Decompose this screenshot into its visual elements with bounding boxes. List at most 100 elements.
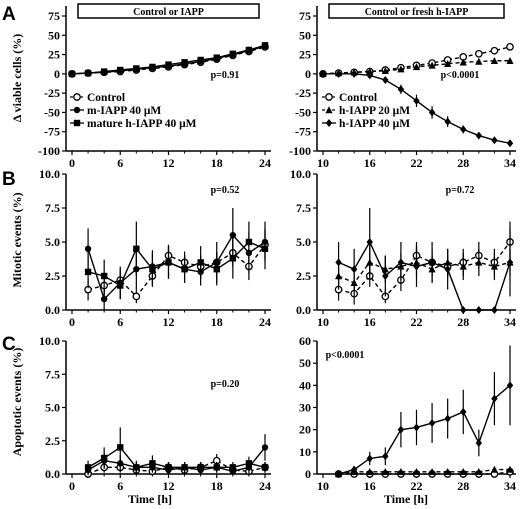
data-point [181, 59, 188, 66]
data-point [181, 266, 188, 273]
y-tick-label: 2.5 [296, 269, 311, 283]
data-point [412, 63, 421, 71]
series-filled-circle [84, 434, 269, 476]
data-point [428, 61, 436, 69]
series-filled-diamond [335, 345, 514, 478]
data-point [428, 419, 436, 428]
y-tick-label: -75 [295, 125, 311, 139]
data-point [229, 255, 237, 262]
data-point [117, 282, 124, 289]
x-axis-label-right: Time [h] [384, 492, 428, 506]
data-point [319, 69, 327, 78]
data-point [459, 58, 467, 66]
series-filled-triangle [334, 246, 514, 297]
data-point [165, 464, 172, 471]
data-point [229, 464, 237, 471]
x-tick-label: 0 [69, 479, 75, 493]
data-point [366, 238, 373, 246]
data-point [460, 407, 467, 416]
data-point [261, 42, 269, 49]
y-tick-label: 75 [48, 9, 60, 23]
data-point [213, 266, 220, 273]
x-tick-label: 10 [317, 479, 329, 493]
condition-box [77, 3, 260, 19]
y-tick-label: 10.0 [290, 167, 311, 181]
data-point [133, 464, 140, 471]
y-axis-label-c: Apoptotic events (%) [10, 348, 24, 457]
x-tick-label: 24 [259, 156, 271, 170]
y-tick-label: 25 [299, 48, 311, 62]
data-point [261, 444, 269, 451]
data-point [428, 467, 436, 475]
y-tick-label: 5.0 [296, 235, 311, 249]
data-point [100, 295, 108, 303]
data-point [413, 423, 420, 432]
series-line [338, 384, 511, 475]
condition-box-title: Control or IAPP [133, 7, 204, 18]
data-point [444, 117, 451, 126]
panel-letter-b: B [2, 169, 16, 190]
y-tick-label: 0.0 [45, 303, 60, 317]
y-tick-label: 60 [299, 334, 311, 348]
series-open-circle [84, 231, 269, 304]
data-point [382, 272, 389, 280]
y-tick-label: 0 [305, 467, 311, 481]
data-point [165, 61, 172, 68]
y-tick-label: 10.0 [39, 167, 60, 181]
data-point [397, 425, 405, 434]
data-point [117, 66, 124, 74]
y-axis-label-b: Mitotic events (%) [10, 192, 24, 287]
data-point [475, 57, 483, 65]
data-point [117, 444, 124, 451]
data-point [335, 470, 342, 478]
data-point [245, 46, 253, 54]
data-point [490, 56, 499, 64]
x-axis-label-left: Time [h] [128, 492, 172, 506]
series-filled-triangle [334, 465, 514, 478]
y-tick-label: 0.0 [45, 467, 60, 481]
y-tick-label: 50 [48, 28, 60, 42]
data-point [382, 76, 389, 85]
series-open-circle [319, 43, 514, 78]
data-point [213, 54, 220, 61]
x-tick-label: 22 [411, 156, 423, 170]
series-line [338, 261, 511, 284]
p-value-label: p=0.72 [446, 185, 475, 196]
data-point [412, 467, 421, 475]
data-point [84, 464, 92, 471]
p-value-label: p<0.0001 [326, 350, 365, 361]
data-point [397, 467, 405, 475]
series-line [338, 468, 510, 475]
series-filled-square [68, 42, 269, 78]
y-tick-label: 40 [299, 378, 311, 392]
data-point [444, 60, 452, 68]
x-tick-label: 16 [364, 156, 376, 170]
series-filled-circle [84, 208, 269, 310]
data-point [382, 452, 389, 461]
panel-letter-c: C [2, 334, 16, 355]
p-value-label: p=0.20 [211, 379, 240, 390]
y-tick-label: 2.5 [45, 434, 60, 448]
condition-box [328, 3, 505, 19]
data-point [68, 70, 76, 78]
legend-entry-label: m-IAPP 40 μM [87, 105, 161, 117]
data-point [197, 56, 204, 64]
data-point [366, 454, 373, 463]
condition-box-title: Control or fresh h-IAPP [365, 7, 469, 18]
x-tick-label: 12 [163, 479, 175, 493]
y-tick-label: -50 [44, 105, 60, 119]
series-filled-diamond [319, 69, 514, 148]
x-tick-label: 24 [259, 315, 271, 329]
data-point [133, 245, 140, 252]
y-tick-label: -100 [38, 144, 60, 158]
x-tick-label: 12 [163, 315, 175, 329]
data-point [490, 465, 499, 473]
series-open-circle [334, 221, 514, 305]
data-point [475, 438, 483, 447]
x-tick-label: 16 [364, 479, 376, 493]
y-tick-label: 2.5 [45, 269, 60, 283]
x-tick-label: 6 [117, 315, 123, 329]
legend-entry-label: Control [87, 92, 125, 104]
data-point [335, 258, 342, 267]
